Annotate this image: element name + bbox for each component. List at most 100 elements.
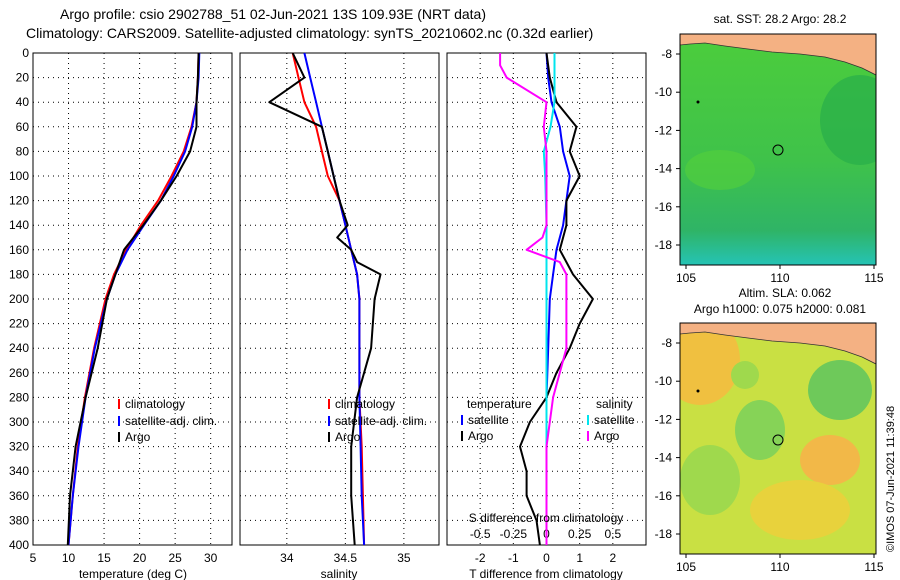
sla-negative-anomaly bbox=[680, 445, 740, 515]
temperature-axis-label: temperature (deg C) bbox=[79, 567, 187, 580]
imos-credit: ©IMOS 07-Jun-2021 11:39:48 bbox=[885, 406, 897, 552]
series-line-satellite-adj-clim- bbox=[67, 52, 201, 546]
x-tick-label: 5 bbox=[30, 551, 37, 565]
map-lon-label: 110 bbox=[770, 560, 789, 574]
sla-map-title-2: Argo h1000: 0.075 h2000: 0.081 bbox=[694, 302, 866, 316]
legend-label-t-argo: Argo bbox=[468, 429, 494, 443]
sla-positive-anomaly bbox=[680, 323, 740, 405]
map-lat-label: -10 bbox=[655, 374, 673, 388]
argo-float-marker bbox=[772, 434, 784, 446]
map-lat-label: -8 bbox=[661, 47, 672, 61]
x-tick-label: -1 bbox=[508, 551, 519, 565]
map-lat-label: -14 bbox=[655, 162, 673, 176]
x-tick-label: 25 bbox=[168, 551, 182, 565]
java-coastline-land bbox=[680, 34, 876, 76]
map-lat-label: -18 bbox=[655, 238, 673, 252]
depth-tick-label: 220 bbox=[9, 317, 29, 331]
depth-tick-label: 240 bbox=[9, 341, 29, 355]
series-line-satellite-adj-clim- bbox=[303, 52, 366, 546]
legend-label-t-satellite: satellite bbox=[468, 413, 509, 427]
map-lon-label: 115 bbox=[864, 271, 883, 285]
depth-tick-label: 400 bbox=[9, 538, 29, 552]
legend-salinity: climatology satellite-adj. clim. Argo bbox=[328, 397, 427, 444]
depth-tick-label: 380 bbox=[9, 513, 29, 527]
sla-positive-anomaly bbox=[800, 435, 860, 485]
depth-tick-label: 140 bbox=[9, 218, 29, 232]
series-line-salinity-argo bbox=[499, 53, 568, 545]
map-lat-label: -16 bbox=[655, 200, 673, 214]
depth-tick-label: 360 bbox=[9, 489, 29, 503]
sst-map: sat. SST: 28.2 Argo: 28.2 -8 -10 -12 -14 -16… bbox=[655, 12, 884, 285]
x2-tick-label: 0.5 bbox=[604, 527, 621, 541]
depth-tick-label: 160 bbox=[9, 243, 29, 257]
series-line-argo bbox=[66, 52, 200, 546]
sla-map-y-ticks: -8 -10 -12 -14 -16 -18 bbox=[655, 336, 680, 541]
sla-map-frame bbox=[679, 322, 877, 555]
salinity-axis-label: salinity bbox=[321, 567, 358, 580]
x-tick-label: 15 bbox=[97, 551, 111, 565]
map-lat-label: -12 bbox=[655, 412, 673, 426]
legend-label-satellite: satellite-adj. clim. bbox=[125, 414, 217, 428]
map-lat-label: -16 bbox=[655, 489, 673, 503]
title-line-2: Climatology: CARS2009. Satellite-adjuste… bbox=[26, 25, 593, 41]
sst-warm-patch bbox=[685, 150, 755, 190]
sla-map: Altim. SLA: 0.062 Argo h1000: 0.075 h200… bbox=[655, 286, 884, 574]
sla-map-title-1: Altim. SLA: 0.062 bbox=[739, 286, 832, 300]
map-lat-label: -8 bbox=[661, 336, 672, 350]
x-tick-label: 1 bbox=[576, 551, 583, 565]
legend-label-argo: Argo bbox=[125, 430, 151, 444]
sla-negative-anomaly bbox=[731, 361, 759, 389]
legend-label-s-argo: Argo bbox=[594, 429, 620, 443]
sst-warm-patch bbox=[820, 75, 876, 165]
x-tick-label: 34 bbox=[280, 551, 294, 565]
difference-profile-panel: -2 -1 0 1 2-0.5 -0.25 0 0.25 0.5 bbox=[446, 52, 647, 565]
salinity-profile-panel: 34 34.5 35 bbox=[239, 52, 440, 565]
map-lat-label: -10 bbox=[655, 85, 673, 99]
depth-tick-label: 320 bbox=[9, 440, 29, 454]
series-line-argo bbox=[268, 52, 382, 546]
legend-label-climatology: climatology bbox=[335, 397, 395, 411]
sst-map-x-ticks: 105 110 115 bbox=[676, 265, 884, 285]
legend-label-argo: Argo bbox=[335, 430, 361, 444]
map-lat-label: -18 bbox=[655, 527, 673, 541]
legend-label-satellite: satellite-adj. clim. bbox=[335, 414, 427, 428]
s-diff-axis-label: S difference from climatology bbox=[469, 511, 624, 525]
map-lon-label: 115 bbox=[864, 560, 883, 574]
sst-map-title: sat. SST: 28.2 Argo: 28.2 bbox=[714, 12, 847, 26]
sst-map-frame bbox=[679, 33, 877, 266]
depth-tick-label: 60 bbox=[16, 120, 30, 134]
depth-tick-label: 300 bbox=[9, 415, 29, 429]
sst-map-y-ticks: -8 -10 -12 -14 -16 -18 bbox=[655, 47, 680, 252]
depth-tick-label: 120 bbox=[9, 194, 29, 208]
x-tick-label: 10 bbox=[62, 551, 76, 565]
sla-negative-anomaly bbox=[808, 360, 872, 420]
depth-tick-label: 180 bbox=[9, 267, 29, 281]
argo-float-marker bbox=[772, 144, 784, 156]
x-tick-label: 30 bbox=[204, 551, 218, 565]
sla-map-x-ticks: 105 110 115 bbox=[676, 554, 884, 574]
temperature-profile-panel: 0 20 40 60 80 100 120 140 160 180 200 220 240 260 280 3… bbox=[9, 46, 233, 565]
map-lat-label: -12 bbox=[655, 123, 673, 137]
depth-tick-label: 340 bbox=[9, 464, 29, 478]
x-tick-label: -2 bbox=[475, 551, 486, 565]
depth-tick-label: 260 bbox=[9, 366, 29, 380]
plot-frame bbox=[239, 52, 440, 546]
title-line-1: Argo profile: csio 2902788_51 02-Jun-202… bbox=[60, 6, 486, 22]
x-tick-label: 34.5 bbox=[334, 551, 358, 565]
island-dot bbox=[696, 389, 700, 393]
x2-tick-label: -0.25 bbox=[500, 527, 528, 541]
legend-temperature: climatology satellite-adj. clim. Argo bbox=[118, 397, 217, 444]
x-tick-label: 2 bbox=[609, 551, 616, 565]
depth-tick-label: 100 bbox=[9, 169, 29, 183]
depth-tick-label: 280 bbox=[9, 390, 29, 404]
island-dot bbox=[696, 100, 700, 104]
map-lon-label: 105 bbox=[676, 271, 696, 285]
depth-tick-label: 20 bbox=[16, 71, 30, 85]
x-tick-label: 0 bbox=[543, 551, 550, 565]
legend-label-climatology: climatology bbox=[125, 397, 185, 411]
x-tick-label: 20 bbox=[133, 551, 147, 565]
legend-title-salinity: salinity bbox=[596, 397, 633, 411]
map-lon-label: 105 bbox=[676, 560, 696, 574]
depth-tick-label: 80 bbox=[16, 144, 30, 158]
map-lat-label: -14 bbox=[655, 451, 673, 465]
